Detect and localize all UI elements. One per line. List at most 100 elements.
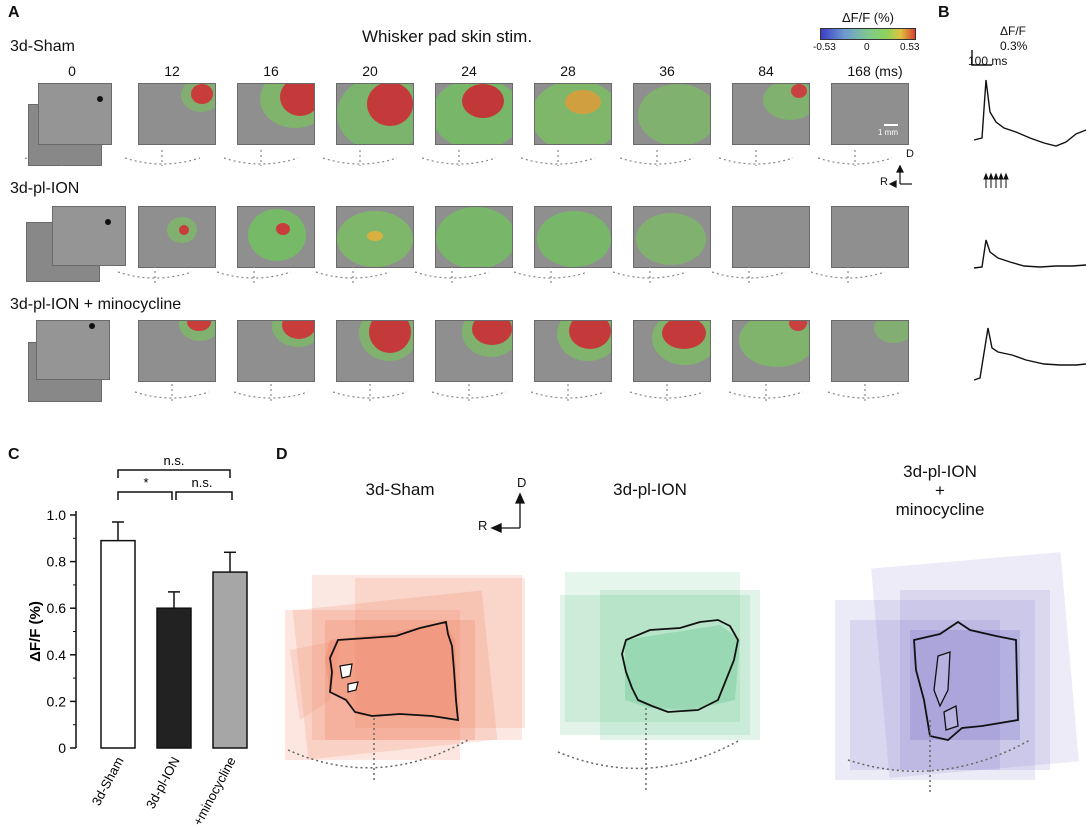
trace-sham	[973, 79, 1087, 147]
time-label: 24	[461, 63, 477, 79]
bar-chart: 00.20.40.60.81.0ΔF/F (%)3d-Sham 3d-pl-ION…	[27, 453, 248, 827]
imaging-tile: 1 mm	[831, 83, 909, 145]
trace-pl-ion	[973, 239, 1087, 269]
activation-core	[569, 321, 611, 349]
colorbar-max: 0.53	[900, 42, 920, 53]
activation-core	[276, 223, 290, 235]
imaging-tile	[534, 320, 612, 382]
imaging-tile	[435, 206, 513, 268]
panel-c-label: C	[8, 446, 20, 463]
orientation-d-label: D	[906, 148, 914, 160]
stim-arrowhead	[988, 172, 994, 180]
activation-blob	[874, 321, 908, 343]
imaging-tile	[831, 206, 909, 268]
trace-scale-time: 100 ms	[968, 54, 1008, 68]
bar	[100, 539, 136, 749]
time-label: 16	[263, 63, 279, 79]
activation-core	[462, 84, 504, 118]
imaging-tile	[732, 320, 810, 382]
panel-a-title: Whisker pad skin stim.	[362, 27, 533, 46]
overlay-minocycline	[835, 552, 1079, 780]
activation-core	[282, 321, 314, 339]
time-label: 20	[362, 63, 378, 79]
imaging-tile	[732, 206, 810, 268]
condition-title-pl-ion: 3d-pl-ION	[613, 480, 687, 499]
overlay-layer	[290, 640, 340, 720]
imaging-tile	[633, 83, 711, 145]
significance-label: n.s.	[192, 475, 213, 490]
imaging-tile	[336, 320, 414, 382]
trace-scale-unit: ΔF/F	[1000, 24, 1027, 38]
trace-scale-amplitude: 0.3%	[1000, 39, 1028, 53]
bar	[212, 571, 248, 749]
imaging-tile	[237, 320, 315, 382]
outline-hole	[933, 651, 951, 708]
imaging-tile	[138, 206, 216, 268]
colorbar-mid: 0	[864, 42, 870, 53]
activation-core	[791, 84, 807, 98]
activation-blob	[248, 209, 306, 261]
imaging-tile	[435, 83, 513, 145]
significance-label: *	[143, 475, 148, 490]
overlay-layer	[325, 622, 458, 718]
overlay-layer	[871, 552, 1079, 778]
overlay-layer	[292, 590, 498, 760]
outline-hole	[943, 704, 959, 731]
significance-bracket	[117, 469, 231, 478]
orientation-r-label: R	[478, 518, 488, 533]
overlay-layer	[910, 630, 1020, 740]
activation-core	[191, 84, 213, 104]
activation-core	[662, 321, 706, 349]
colorbar-min: -0.53	[813, 42, 836, 53]
y-tick-label: 0	[58, 740, 66, 756]
time-label: 84	[758, 63, 774, 79]
panel-d-label: D	[276, 446, 288, 463]
imaging-tile	[633, 320, 711, 382]
activation-core	[789, 321, 807, 331]
activation-core	[179, 225, 189, 235]
overlay-layer	[312, 575, 522, 740]
significance-bracket	[175, 491, 233, 500]
raw-frame-front	[36, 320, 110, 380]
condition-title-minocycline: 3d-pl-ION + minocycline	[895, 462, 985, 519]
y-tick-label: 0.6	[47, 600, 67, 616]
imaging-tile	[336, 83, 414, 145]
traces-svg	[971, 50, 1087, 381]
activation-blob	[436, 207, 512, 267]
panel-a-label: A	[8, 4, 20, 21]
raw-frame-front	[38, 83, 112, 145]
row-label-pl-ion: 3d-pl-ION	[10, 180, 80, 197]
outline-hole	[347, 681, 359, 693]
time-label: 12	[164, 63, 180, 79]
outline-pl-ion	[621, 619, 739, 713]
panel-b-label: B	[938, 4, 950, 21]
y-tick-label: 1.0	[47, 507, 67, 523]
row-label-sham: 3d-Sham	[10, 38, 75, 55]
imaging-tile	[138, 320, 216, 382]
stim-arrowhead	[983, 172, 989, 180]
activation-blob	[638, 84, 710, 144]
stim-arrowhead	[998, 172, 1004, 180]
significance-bracket	[117, 491, 173, 500]
imaging-tile	[138, 83, 216, 145]
imaging-tile	[237, 83, 315, 145]
stim-marker	[89, 323, 95, 329]
stim-marker	[105, 219, 111, 225]
activation-core	[367, 84, 413, 126]
orientation-d-label: D	[517, 475, 527, 490]
overlay-pl-ion	[560, 572, 760, 740]
overlay-layer	[900, 590, 1050, 770]
time-label: 36	[659, 63, 675, 79]
outline-hole	[339, 663, 353, 679]
activation-core	[187, 321, 211, 331]
imaging-tile	[336, 206, 414, 268]
row-label-minocycline: 3d-pl-ION + minocycline	[10, 296, 182, 313]
scale-bar-label: 1 mm	[878, 128, 898, 137]
midline-arc	[557, 739, 741, 770]
activation-core	[280, 84, 314, 116]
overlay-layer	[355, 578, 525, 728]
outline-sham	[329, 620, 460, 722]
outline-minocycline	[913, 620, 1019, 741]
